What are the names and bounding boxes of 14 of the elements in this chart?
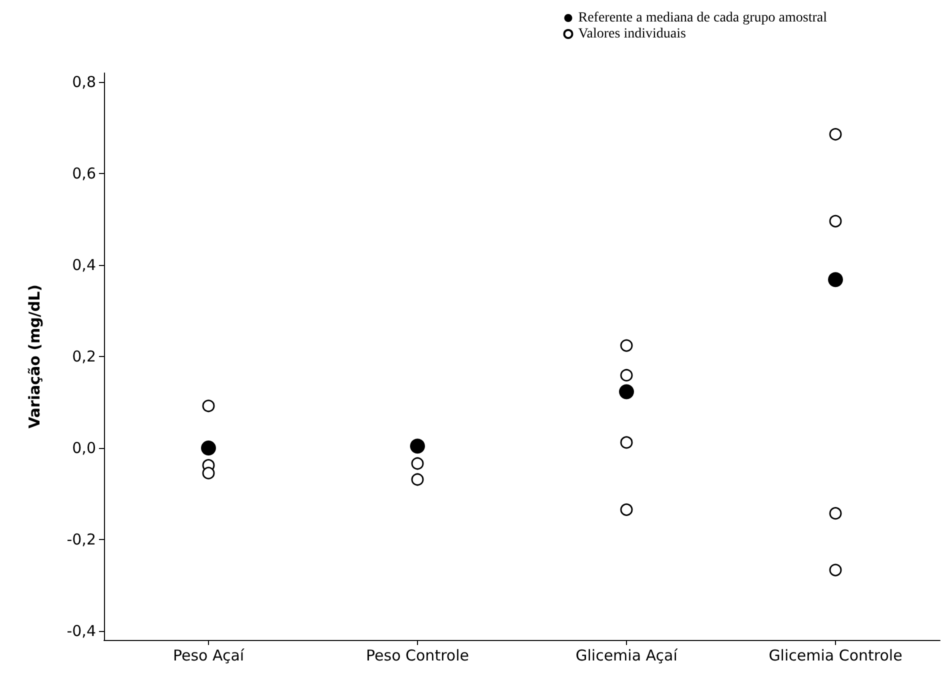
x-tick-label: Glicemia Controle [768, 646, 902, 664]
y-tick-label: 0,4 [72, 256, 96, 274]
x-tick-label: Peso Controle [366, 646, 469, 664]
y-tick-label: 0,2 [72, 348, 96, 366]
legend-label: Valores individuais [578, 26, 686, 42]
y-tick-label: -0,4 [66, 622, 96, 640]
x-tick-label: Peso Açaí [172, 646, 245, 664]
y-tick-label: 0,6 [72, 164, 96, 183]
y-tick-label: -0,2 [66, 530, 96, 548]
legend-label: Referente a mediana de cada grupo amostral [578, 10, 828, 26]
y-axis-title: Variação (mg/dL) [26, 284, 44, 428]
y-tick-label: 0,0 [72, 438, 96, 457]
x-tick-label: Glicemia Açaí [576, 646, 678, 664]
y-tick-label: 0,8 [72, 73, 96, 92]
